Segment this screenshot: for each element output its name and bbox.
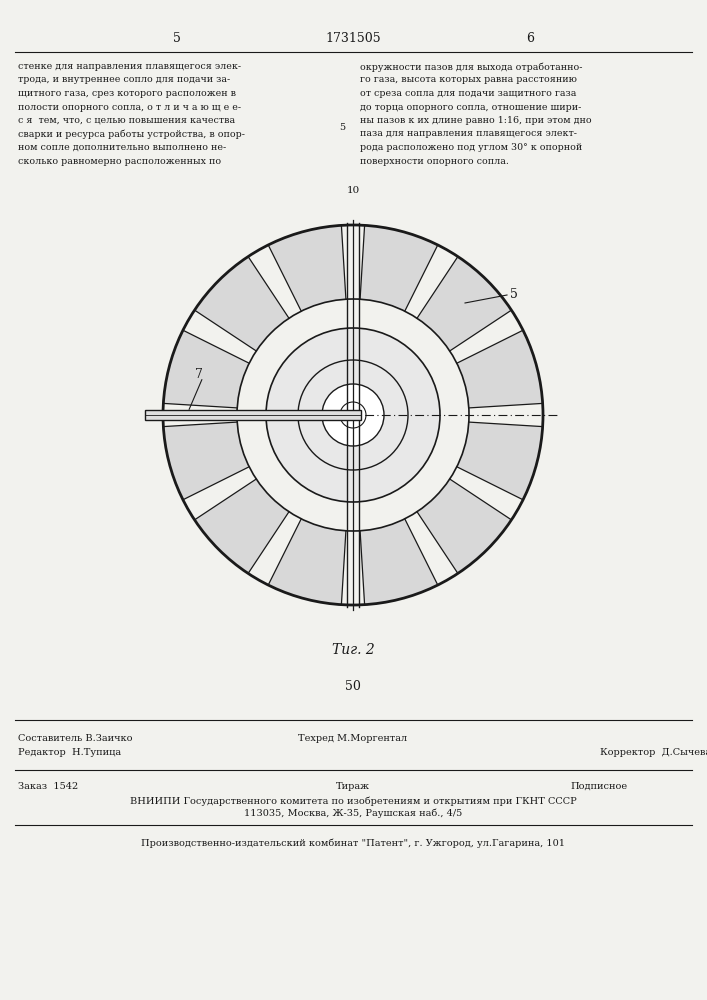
Circle shape <box>322 384 384 446</box>
Wedge shape <box>457 422 543 500</box>
Text: 5: 5 <box>339 123 345 132</box>
Text: поверхности опорного сопла.: поверхности опорного сопла. <box>360 156 509 165</box>
Wedge shape <box>268 225 346 311</box>
Circle shape <box>266 328 440 502</box>
Text: Производственно-издательский комбинат "Патент", г. Ужгород, ул.Гагарина, 101: Производственно-издательский комбинат "П… <box>141 838 565 848</box>
Text: 10: 10 <box>346 186 360 195</box>
Bar <box>145 410 361 420</box>
Text: 6: 6 <box>526 32 534 45</box>
Text: Тираж: Тираж <box>336 782 370 791</box>
Text: 50: 50 <box>345 680 361 693</box>
Wedge shape <box>360 519 438 605</box>
Wedge shape <box>268 519 346 605</box>
Wedge shape <box>417 257 511 351</box>
Wedge shape <box>360 225 438 311</box>
Wedge shape <box>194 479 289 573</box>
Text: Корректор  Д.Сычева: Корректор Д.Сычева <box>600 748 707 757</box>
Wedge shape <box>163 330 249 408</box>
Text: 5: 5 <box>173 32 181 45</box>
Wedge shape <box>457 330 543 408</box>
Text: ном сопле дополнительно выполнено не-: ном сопле дополнительно выполнено не- <box>18 143 226 152</box>
Text: щитного газа, срез которого расположен в: щитного газа, срез которого расположен в <box>18 89 236 98</box>
Text: сколько равномерно расположенных по: сколько равномерно расположенных по <box>18 156 221 165</box>
Wedge shape <box>417 479 511 573</box>
Text: 7: 7 <box>195 368 203 381</box>
Wedge shape <box>194 257 289 351</box>
Text: полости опорного сопла, о т л и ч а ю щ е е-: полости опорного сопла, о т л и ч а ю щ … <box>18 103 241 111</box>
Text: 113035, Москва, Ж-35, Раушская наб., 4/5: 113035, Москва, Ж-35, Раушская наб., 4/5 <box>244 809 462 818</box>
Text: сварки и ресурса работы устройства, в опор-: сварки и ресурса работы устройства, в оп… <box>18 129 245 139</box>
Text: стенке для направления плавящегося элек-: стенке для направления плавящегося элек- <box>18 62 241 71</box>
Text: ВНИИПИ Государственного комитета по изобретениям и открытиям при ГКНТ СССР: ВНИИПИ Государственного комитета по изоб… <box>129 796 576 806</box>
Text: рода расположено под углом 30° к опорной: рода расположено под углом 30° к опорной <box>360 143 583 152</box>
Text: 1731505: 1731505 <box>325 32 381 45</box>
Text: Техред М.Моргентал: Техред М.Моргентал <box>298 734 407 743</box>
Text: Составитель В.Заичко: Составитель В.Заичко <box>18 734 132 743</box>
Text: Τиг. 2: Τиг. 2 <box>332 643 375 657</box>
Text: до торца опорного сопла, отношение шири-: до торца опорного сопла, отношение шири- <box>360 103 581 111</box>
Text: ны пазов к их длине равно 1:16, при этом дно: ны пазов к их длине равно 1:16, при этом… <box>360 116 592 125</box>
Wedge shape <box>163 422 249 500</box>
Text: окружности пазов для выхода отработанно-: окружности пазов для выхода отработанно- <box>360 62 583 72</box>
Text: Заказ  1542: Заказ 1542 <box>18 782 78 791</box>
Text: паза для направления плавящегося элект-: паза для направления плавящегося элект- <box>360 129 577 138</box>
Text: Подписное: Подписное <box>570 782 627 791</box>
Text: го газа, высота которых равна расстоянию: го газа, высота которых равна расстоянию <box>360 76 577 85</box>
Text: трода, и внутреннее сопло для подачи за-: трода, и внутреннее сопло для подачи за- <box>18 76 230 85</box>
Text: от среза сопла для подачи защитного газа: от среза сопла для подачи защитного газа <box>360 89 576 98</box>
Text: 5: 5 <box>510 288 518 302</box>
Text: Редактор  Н.Тупица: Редактор Н.Тупица <box>18 748 121 757</box>
Text: с я  тем, что, с целью повышения качества: с я тем, что, с целью повышения качества <box>18 116 235 125</box>
